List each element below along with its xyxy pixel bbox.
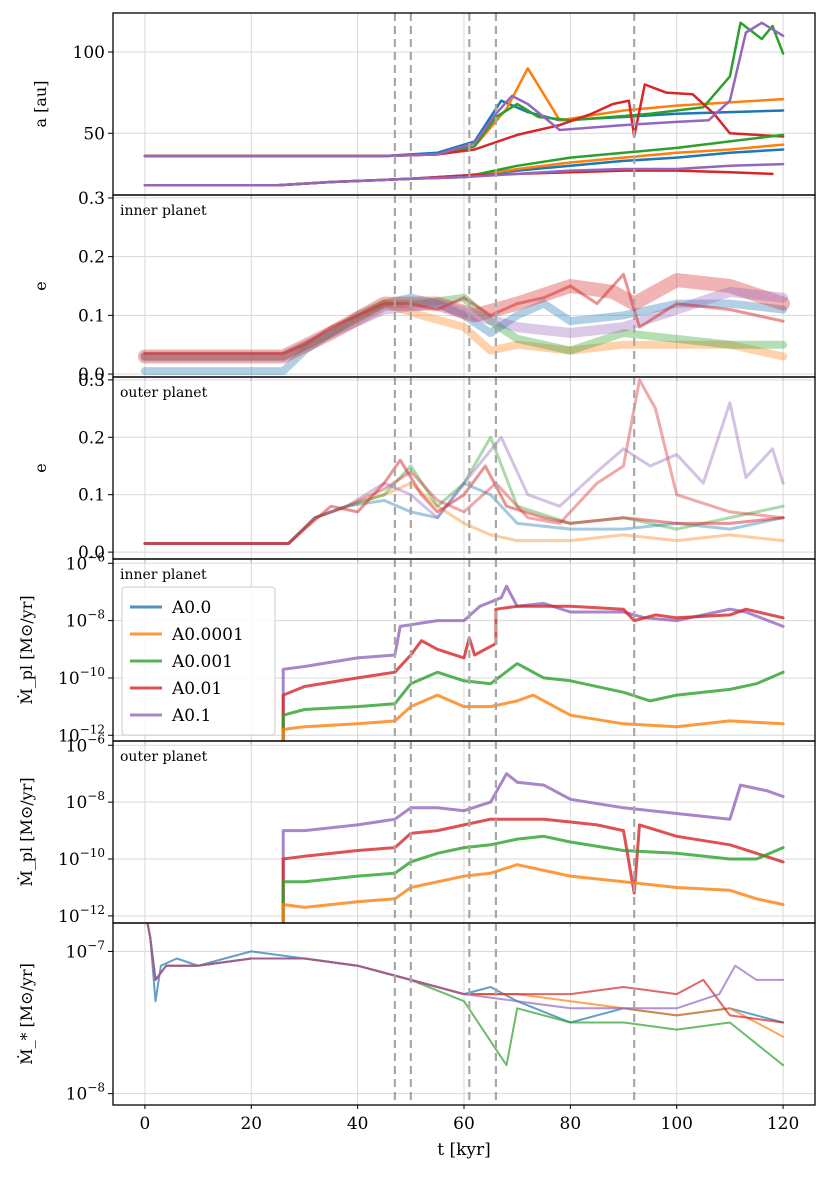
series-line-A0_001 [281, 834, 785, 923]
y-tick-label: 10−6 [66, 550, 105, 574]
series-line-A0_0001 [281, 693, 785, 741]
legend-label: A0.0 [171, 598, 211, 618]
series-line-A0_01 [143, 272, 785, 355]
y-tick-label: 0.3 [78, 189, 105, 209]
series-line-A0_001 [143, 435, 785, 545]
y-tick-label: 0.1 [78, 486, 105, 506]
x-tick-label: 120 [767, 1114, 799, 1134]
x-tick-label: 20 [240, 1114, 262, 1134]
y-tick-label: 50 [83, 124, 105, 144]
y-tick-label: 0.3 [78, 371, 105, 391]
x-tick-label: 40 [347, 1114, 369, 1134]
curves [143, 378, 785, 545]
y-axis-label: Ṁ_* [M⊙/yr] [16, 963, 36, 1065]
y-tick-label: 10−10 [58, 665, 105, 689]
legend-label: A0.1 [171, 706, 211, 726]
curves [281, 584, 785, 741]
panel-annotation: outer planet [120, 749, 208, 765]
y-tick-label: 10−8 [66, 1081, 105, 1105]
series-line-A0_0001 [140, 299, 788, 361]
series-line-A0_1 [139, 286, 789, 362]
x-tick-label: 100 [661, 1114, 693, 1134]
series-line-A0_1 [143, 401, 785, 545]
x-axis-label: t [kyr] [437, 1140, 491, 1160]
series-line-A0_001 [140, 293, 788, 361]
legend-label: A0.01 [171, 679, 222, 699]
y-tick-label: 0.0 [78, 543, 105, 563]
series-line-A0_1 [281, 584, 785, 741]
legend: A0.0 A0.0001 A0.001 A0.01 A0.1 [121, 586, 276, 736]
y-tick-label: 10−8 [66, 789, 105, 813]
series-line-A0_0001 [143, 481, 785, 545]
y-axis-label: e [31, 281, 50, 290]
legend-box [121, 586, 276, 736]
y-tick-label: 10−6 [66, 732, 105, 756]
series-line-A0_1 [143, 21, 785, 158]
series-line-A0_01 [281, 817, 785, 923]
series-line-A0_01 [281, 604, 785, 741]
series-line-A0_0 [143, 481, 785, 545]
series-line-A0_1 [281, 772, 785, 923]
y-tick-label: 100 [73, 43, 105, 63]
y-tick-label: 10−12 [58, 722, 105, 746]
panel-a: 50 100 a [au] [31, 12, 816, 199]
y-tick-label: 10−8 [66, 608, 105, 632]
y-axis-label: e [31, 463, 50, 472]
x-tick-label: 60 [453, 1114, 475, 1134]
panel-annotation: inner planet [120, 567, 207, 583]
series-line-A0_1 [143, 162, 785, 187]
y-tick-label: 0.0 [78, 365, 105, 385]
x-tick-label: 0 [139, 1114, 150, 1134]
panel-annotation: inner planet [120, 203, 207, 219]
series-line-A0_01 [143, 458, 785, 545]
curves [281, 772, 785, 923]
y-tick-label: 10−12 [58, 903, 105, 927]
curves [137, 272, 791, 376]
series-line-A0_1 [146, 923, 785, 1010]
panel-e_inner: 0.0 0.1 0.2 0.3 e inner planet [31, 189, 816, 385]
y-tick-label: 0.2 [78, 428, 105, 448]
curves [143, 21, 785, 187]
series-line-A0_0001 [281, 863, 785, 923]
x-tick-label: 80 [560, 1114, 582, 1134]
y-axis-label: a [au] [31, 81, 50, 128]
series-line-A0_0 [140, 293, 788, 376]
legend-label: A0.0001 [171, 625, 244, 645]
y-axis-label: Ṁ_pl [M⊙/yr] [16, 777, 36, 886]
y-axis-label: Ṁ_pl [M⊙/yr] [16, 595, 36, 704]
panel-annotation: outer planet [120, 385, 208, 401]
y-tick-label: 0.1 [78, 306, 105, 326]
series-line-A0_001 [281, 662, 785, 741]
y-tick-label: 10−7 [66, 938, 105, 962]
panel-mdot_star: 10−7 10−8 Ṁ_* [M⊙/yr] [16, 922, 816, 1109]
panel-e_outer: 0.0 0.1 0.2 0.3 e outer planet [31, 371, 816, 563]
panel-mdot_pl_outer: 10−6 10−8 10−10 10−12 Ṁ_pl [M⊙/yr] outer plan… [16, 732, 816, 927]
legend-label: A0.001 [171, 652, 233, 672]
y-tick-label: 0.2 [78, 248, 105, 268]
y-tick-label: 10−10 [58, 846, 105, 870]
